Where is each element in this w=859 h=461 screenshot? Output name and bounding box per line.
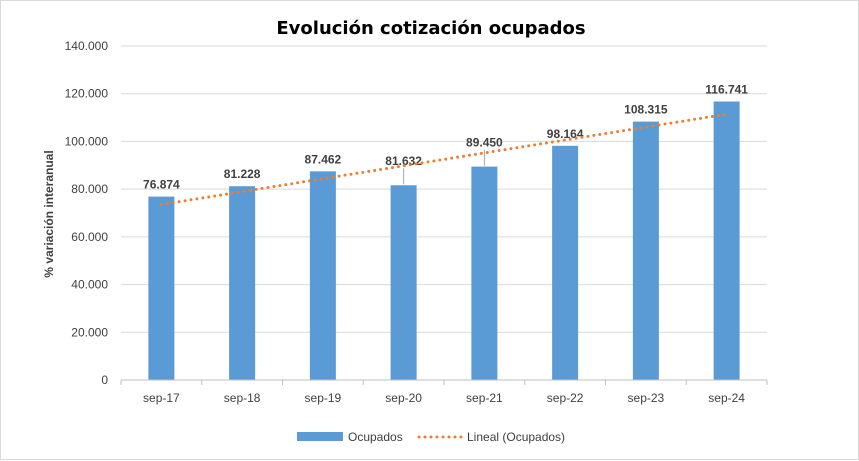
x-tick-label: sep-17 <box>143 391 180 405</box>
gridlines <box>121 45 767 333</box>
bar <box>229 186 256 380</box>
bar <box>552 145 579 380</box>
x-tick-label: sep-21 <box>466 391 503 405</box>
y-tick-label: 140.000 <box>65 39 109 53</box>
legend-label-ocupados: Ocupados <box>348 430 403 444</box>
y-tick-label: 60.000 <box>71 230 108 244</box>
data-label: 76.874 <box>143 178 180 192</box>
legend-label-trendline: Lineal (Ocupados) <box>467 430 565 444</box>
y-axis-ticks: 0 20.000 40.000 60.000 80.000 100.000 120.000 1… <box>65 39 109 387</box>
data-label: 87.462 <box>305 152 342 166</box>
bar <box>632 121 659 380</box>
y-tick-label: 120.000 <box>65 87 109 101</box>
bars <box>148 101 740 381</box>
bar <box>713 101 740 381</box>
y-tick-label: 80.000 <box>71 182 108 196</box>
bar <box>309 171 336 380</box>
data-label: 116.741 <box>705 82 748 96</box>
x-tick-label: sep-18 <box>224 391 261 405</box>
bar <box>390 185 417 380</box>
data-label: 81.228 <box>224 167 261 181</box>
data-label: 89.450 <box>466 136 503 150</box>
bar <box>471 166 498 380</box>
x-tick-label: sep-24 <box>708 391 745 405</box>
data-label: 81.632 <box>385 154 422 168</box>
y-tick-label: 40.000 <box>71 278 108 292</box>
y-tick-label: 100.000 <box>65 134 109 148</box>
data-label: 98.164 <box>547 127 584 141</box>
trendline <box>159 112 729 207</box>
chart-title: Evolución cotización ocupados <box>276 18 585 39</box>
legend: Ocupados Lineal (Ocupados) <box>297 430 565 444</box>
x-axis-ticks: sep-17 sep-18 sep-19 sep-20 sep-21 sep-22 sep-… <box>120 380 768 405</box>
bar <box>148 196 175 380</box>
x-tick-label: sep-22 <box>547 391 584 405</box>
data-labels: 76.874 81.228 87.462 81.632 89.450 98.164 108.… <box>143 82 748 191</box>
legend-swatch-ocupados <box>297 432 343 441</box>
leader-lines <box>403 149 485 185</box>
x-tick-label: sep-19 <box>305 391 342 405</box>
y-tick-label: 20.000 <box>71 325 108 339</box>
x-tick-label: sep-20 <box>385 391 422 405</box>
data-label: 108.315 <box>624 103 668 117</box>
y-axis-label: % variación interanual <box>42 150 56 277</box>
y-tick-label: 0 <box>101 373 108 387</box>
x-tick-label: sep-23 <box>628 391 665 405</box>
